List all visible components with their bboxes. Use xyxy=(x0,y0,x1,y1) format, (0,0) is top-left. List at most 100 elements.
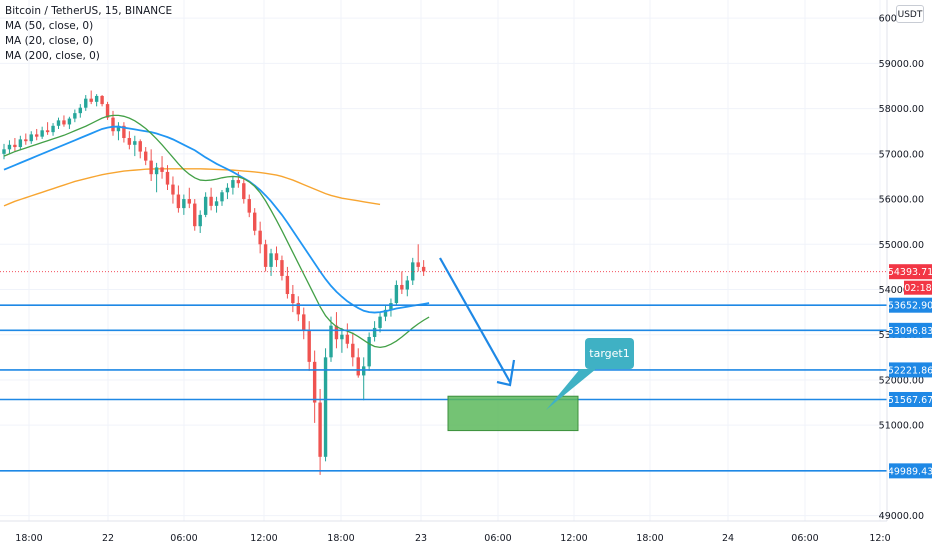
candle-down xyxy=(253,212,257,231)
candle-down xyxy=(416,262,420,267)
candle-up xyxy=(225,187,230,193)
currency-button[interactable]: USDT xyxy=(896,5,924,23)
candle-up xyxy=(378,316,382,328)
candle-up xyxy=(220,192,224,202)
candle-up xyxy=(18,139,23,148)
current-price-tag xyxy=(889,264,932,280)
time-tick-label: 12:00 xyxy=(250,533,277,544)
time-tick-label: 06:00 xyxy=(170,533,197,544)
current-price-label: 54393.71 xyxy=(888,267,932,278)
price-level-tag-label: 52221.86 xyxy=(888,365,932,376)
candle-up xyxy=(56,120,61,126)
candle-up xyxy=(269,253,273,267)
time-tick-label: 12:0 xyxy=(869,533,890,544)
candle-up xyxy=(29,134,33,142)
time-tick-label: 18:00 xyxy=(15,533,42,544)
price-level-tag[interactable] xyxy=(889,391,932,407)
candle-down xyxy=(285,275,290,295)
candle-down xyxy=(45,130,50,133)
grid xyxy=(0,0,887,521)
price-tick-label: 54000.00 xyxy=(879,285,924,296)
drawings[interactable]: target1 xyxy=(439,257,634,432)
price-tick-label: 49000.00 xyxy=(879,511,924,522)
ma200-legend: MA (200, close, 0) xyxy=(5,50,100,62)
candle-up xyxy=(383,309,388,317)
price-tick-label: 58000.00 xyxy=(879,104,924,115)
candle-down xyxy=(35,134,39,137)
candle-down xyxy=(100,95,104,105)
candle-up xyxy=(203,196,208,215)
candle-down xyxy=(291,294,295,304)
candle-up xyxy=(329,325,333,358)
arrow-head-icon[interactable] xyxy=(496,359,516,387)
candle-up xyxy=(67,118,72,125)
candle-up xyxy=(2,149,6,154)
candle-down xyxy=(302,314,306,331)
countdown-label: 02:18 xyxy=(904,283,931,294)
candle-up xyxy=(394,284,399,304)
time-tick-label: 22 xyxy=(102,533,114,544)
candle-up xyxy=(198,214,202,227)
ma-layer xyxy=(3,114,430,349)
candle-down xyxy=(171,184,175,195)
candle-down xyxy=(242,183,246,200)
candle-down xyxy=(400,284,404,290)
price-level-tag[interactable] xyxy=(889,463,932,479)
time-axis-bg xyxy=(0,521,932,550)
price-level-tag-label: 53652.90 xyxy=(888,301,932,312)
target-zone[interactable] xyxy=(447,395,579,432)
candle-down xyxy=(296,303,300,315)
candle-down xyxy=(160,167,164,172)
target-callout[interactable] xyxy=(585,338,634,369)
price-level-tag[interactable] xyxy=(889,322,932,338)
candle-up xyxy=(94,95,99,102)
candle-up xyxy=(182,199,186,209)
candle-down xyxy=(122,125,126,139)
ma20-legend: MA (20, close, 0) xyxy=(5,35,94,47)
candle-down xyxy=(274,253,279,261)
candle-down xyxy=(307,330,311,362)
candles-layer xyxy=(2,90,426,475)
price-axis[interactable]: 60000.0059000.0058000.0057000.0056000.00… xyxy=(879,0,932,550)
candle-down xyxy=(127,138,132,145)
candle-up xyxy=(405,280,409,290)
candle-down xyxy=(280,260,284,276)
candle-down xyxy=(62,120,66,125)
trend-arrow-line[interactable] xyxy=(439,257,511,383)
candle-down xyxy=(351,343,355,358)
candle-down xyxy=(144,151,148,161)
candle-up xyxy=(84,98,88,108)
callout-pointer[interactable] xyxy=(546,369,596,410)
candle-down xyxy=(165,171,170,185)
time-tick-label: 18:00 xyxy=(636,533,663,544)
candle-up xyxy=(78,107,82,114)
candle-up xyxy=(411,262,415,281)
price-tick-label: 52000.00 xyxy=(879,375,924,386)
candle-down xyxy=(334,325,339,340)
price-level-tag[interactable] xyxy=(889,362,932,378)
candle-up xyxy=(372,327,377,337)
ma20-line xyxy=(3,114,430,349)
ma200-line xyxy=(3,168,381,207)
price-tick-label: 51000.00 xyxy=(879,421,924,432)
time-tick-label: 06:00 xyxy=(484,533,511,544)
candle-down xyxy=(312,361,317,403)
price-level-tag-label: 49989.43 xyxy=(888,466,932,477)
price-tick-label: 59000.00 xyxy=(879,59,924,70)
time-tick-label: 23 xyxy=(415,533,427,544)
candle-up xyxy=(231,180,235,188)
countdown-tag xyxy=(904,280,932,295)
time-tick-label: 12:00 xyxy=(560,533,587,544)
time-tick-label: 24 xyxy=(722,533,734,544)
candle-down xyxy=(236,180,241,184)
candle-down xyxy=(89,98,93,102)
candle-down xyxy=(176,194,181,209)
candle-up xyxy=(116,125,121,132)
candle-up xyxy=(73,113,77,119)
candle-down xyxy=(318,402,322,457)
time-axis[interactable]: 18:00 22 06:00 12:00 18:00 23 06:00 12:00 18:00 2… xyxy=(0,520,932,550)
price-level-tag-label: 51567.67 xyxy=(888,395,932,406)
time-tick-label: 06:00 xyxy=(791,533,818,544)
price-level-tag[interactable] xyxy=(889,297,932,313)
